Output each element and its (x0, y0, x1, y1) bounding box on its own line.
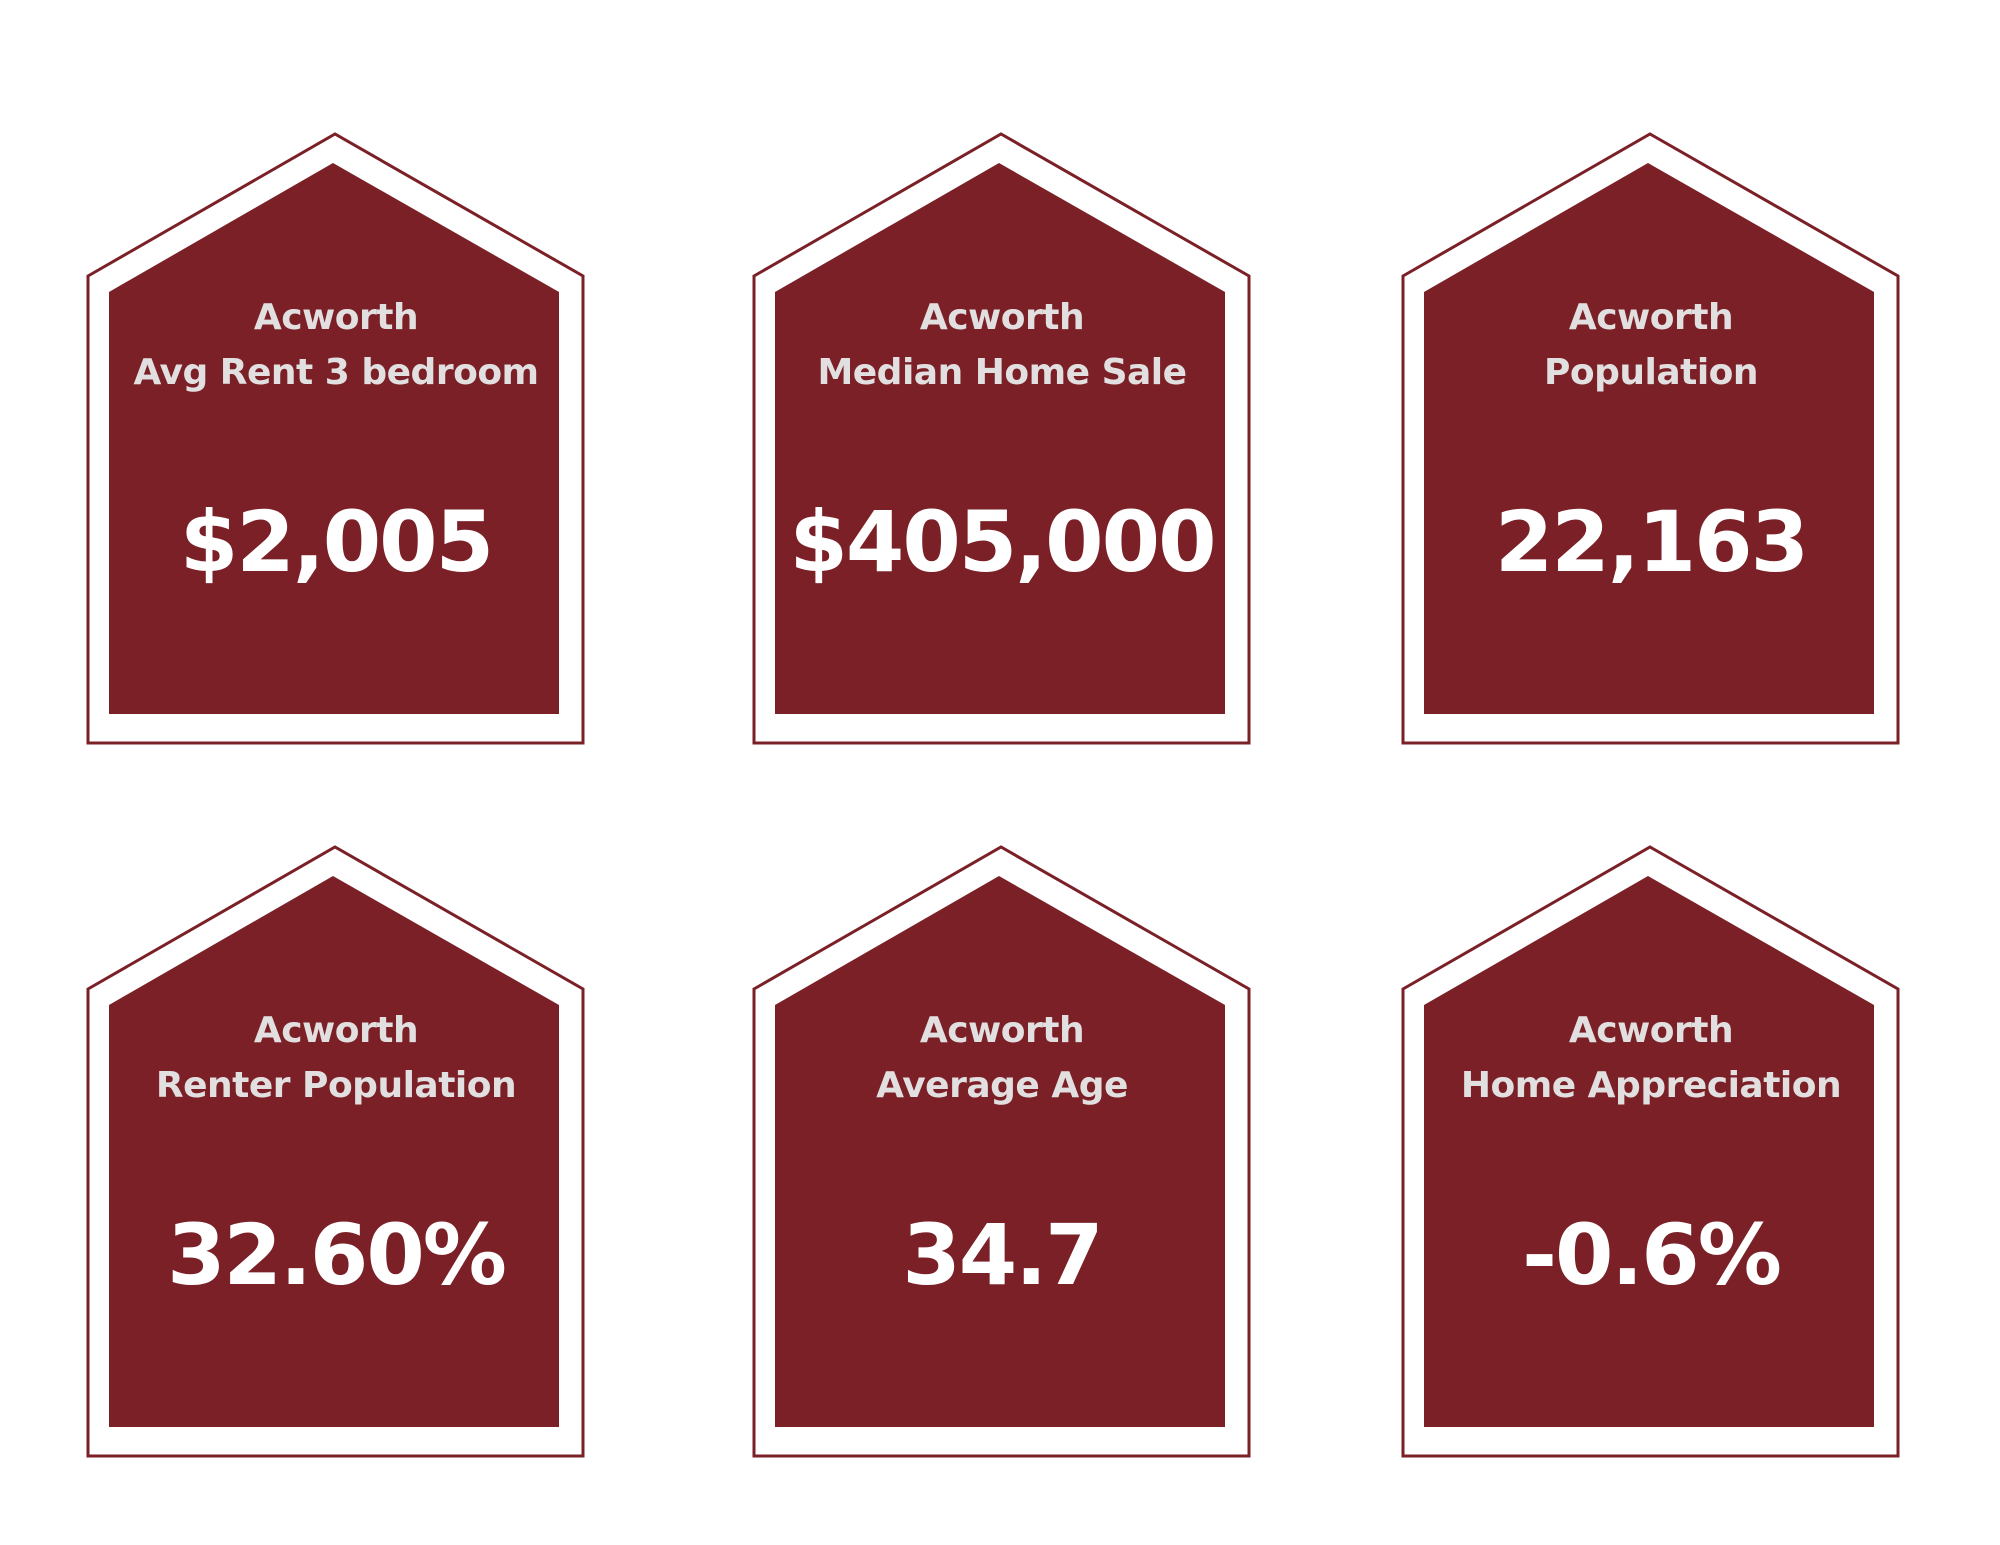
card-city: Acworth (1568, 1010, 1734, 1051)
card-value: -0.6% (1522, 1206, 1782, 1304)
card-label: Acworth Population (1401, 290, 1901, 400)
card-metric: Average Age (876, 1065, 1128, 1106)
stat-card-renter-population: Acworth Renter Population 32.60% (86, 845, 586, 1460)
card-metric: Renter Population (155, 1065, 517, 1106)
card-label: Acworth Average Age (752, 1003, 1252, 1113)
stat-card-avg-rent: Acworth Avg Rent 3 bedroom $2,005 (86, 132, 586, 747)
card-metric: Home Appreciation (1460, 1065, 1842, 1106)
card-value: 32.60% (167, 1206, 507, 1304)
card-value: 34.7 (902, 1206, 1103, 1304)
stat-card-average-age: Acworth Average Age 34.7 (752, 845, 1252, 1460)
card-value: $2,005 (179, 493, 494, 591)
card-value: $405,000 (789, 493, 1216, 591)
card-label: Acworth Renter Population (86, 1003, 586, 1113)
card-city: Acworth (253, 297, 419, 338)
card-label: Acworth Home Appreciation (1401, 1003, 1901, 1113)
house-shape-icon (752, 132, 1251, 745)
stat-card-population: Acworth Population 22,163 (1401, 132, 1901, 747)
stat-card-median-home-sale: Acworth Median Home Sale $405,000 (752, 132, 1252, 747)
house-shape-icon (1401, 132, 1900, 745)
stat-card-home-appreciation: Acworth Home Appreciation -0.6% (1401, 845, 1901, 1460)
house-shape-icon (1401, 845, 1900, 1458)
card-city: Acworth (1568, 297, 1734, 338)
card-city: Acworth (919, 297, 1085, 338)
house-shape-icon (752, 845, 1251, 1458)
card-metric: Avg Rent 3 bedroom (133, 352, 539, 393)
card-metric: Population (1543, 352, 1759, 393)
card-value: 22,163 (1494, 493, 1809, 591)
card-label: Acworth Median Home Sale (752, 290, 1252, 400)
house-shape-icon (86, 132, 585, 745)
card-label: Acworth Avg Rent 3 bedroom (86, 290, 586, 400)
card-city: Acworth (253, 1010, 419, 1051)
card-city: Acworth (919, 1010, 1085, 1051)
house-shape-icon (86, 845, 585, 1458)
card-metric: Median Home Sale (817, 352, 1187, 393)
